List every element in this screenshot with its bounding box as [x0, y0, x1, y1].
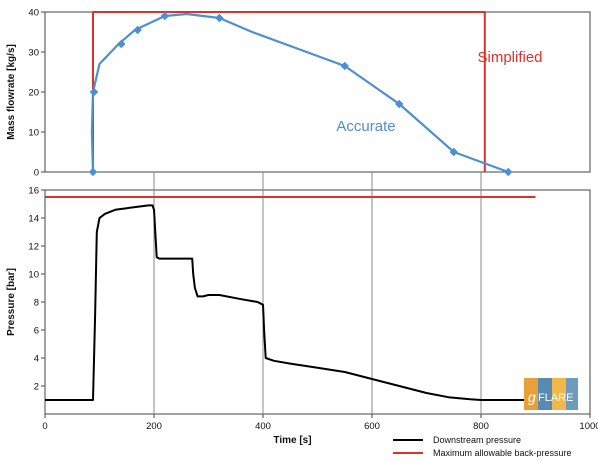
flowrate-chart: 0 10 20 30 40 Mass flowrate [kg/s] Simplifie…: [6, 8, 591, 179]
accurate-point: [449, 147, 458, 157]
pressure-y-tick-label: 8: [34, 298, 39, 309]
logo-tile-blue: [538, 378, 552, 410]
pressure-plot-area: [44, 189, 591, 415]
pressure-y-tick-label: 6: [34, 326, 39, 337]
pressure-y-axis-label: Pressure [bar]: [6, 268, 17, 336]
pressure-y-tick-label: 16: [28, 186, 39, 197]
logo-tile-blue-2: [566, 378, 578, 410]
flowrate-y-axis-label: Mass flowrate [kg/s]: [6, 44, 17, 140]
pressure-y-tick-label: 4: [34, 354, 39, 365]
time-x-tick-label: 600: [364, 421, 380, 432]
flowrate-y-tick-label: 20: [28, 88, 39, 99]
flowrate-y-tick-label: 30: [28, 48, 39, 59]
pressure-y-ticks: 2 4 6 8 10 12 14 16: [28, 186, 45, 393]
accurate-point: [504, 167, 513, 177]
time-x-tick-label: 1000: [579, 421, 598, 432]
downstream-pressure-line: [45, 204, 536, 401]
accurate-point: [395, 99, 404, 109]
flowrate-y-tick-label: 0: [34, 168, 39, 179]
logo-text: FLARE: [538, 392, 573, 404]
pressure-series: [45, 196, 536, 401]
time-x-tick-label: 0: [42, 421, 47, 432]
legend-label-downstream: Downstream pressure: [433, 435, 521, 445]
accurate-line: [90, 12, 509, 174]
time-x-tick-label: 200: [146, 421, 162, 432]
accurate-point: [117, 39, 126, 49]
pressure-chart: 2 4 6 8 10 12 14 16 0 200 400 600 800 1000 Pressure …: [6, 172, 598, 458]
flowrate-y-tick-label: 40: [28, 8, 39, 19]
time-x-axis-label: Time [s]: [273, 435, 311, 446]
accurate-point: [340, 61, 349, 71]
simplified-annotation: Simplified: [477, 49, 542, 66]
flowrate-series: [88, 11, 513, 177]
pressure-legend: Downstream pressure Maximum allowable ba…: [393, 435, 572, 458]
accurate-point: [89, 87, 99, 97]
legend-label-max-back-pressure: Maximum allowable back-pressure: [433, 448, 572, 457]
pressure-vertical-gridlines: [153, 172, 482, 414]
accurate-point: [215, 13, 224, 23]
pressure-y-tick-label: 14: [28, 214, 39, 225]
flowrate-y-tick-label: 10: [28, 128, 39, 139]
time-x-tick-label: 400: [255, 421, 271, 432]
pressure-y-tick-label: 2: [34, 382, 39, 393]
accurate-point: [160, 11, 170, 21]
gflare-logo: g FLARE: [524, 378, 578, 410]
time-x-tick-label: 800: [473, 421, 489, 432]
flowrate-plot-area: [44, 11, 591, 173]
pressure-y-tick-label: 10: [28, 270, 39, 281]
pressure-x-ticks: 0 200 400 600 800 1000: [42, 414, 598, 432]
accurate-point: [133, 25, 142, 35]
accurate-annotation: Accurate: [336, 118, 395, 135]
pressure-y-tick-label: 12: [28, 242, 39, 253]
logo-prefix: g: [528, 389, 536, 405]
accurate-point: [88, 167, 98, 177]
flowrate-y-ticks: 0 10 20 30 40: [28, 8, 45, 179]
